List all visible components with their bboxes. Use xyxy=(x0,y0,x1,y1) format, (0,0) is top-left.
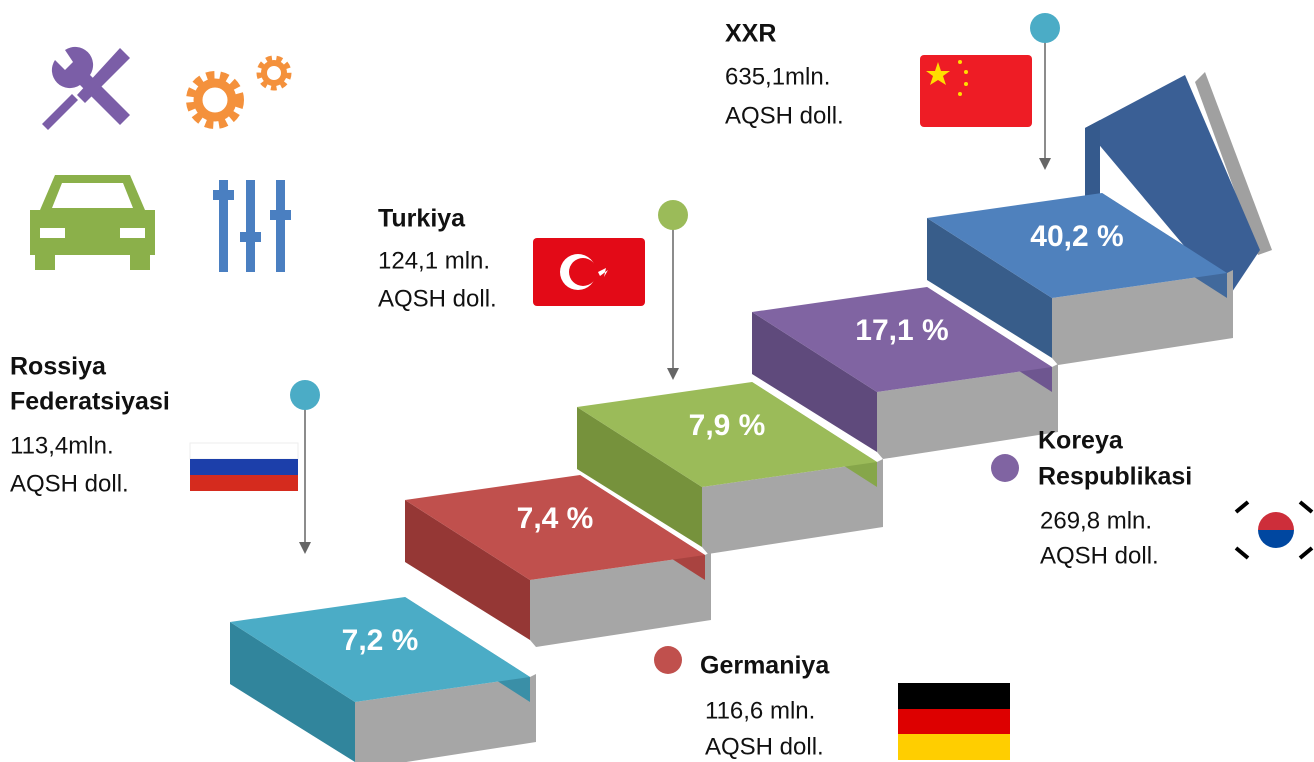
step-top xyxy=(405,475,705,580)
country-value: 124,1 mln. xyxy=(378,247,490,274)
country-name: Respublikasi xyxy=(1038,463,1192,491)
flag-turkey xyxy=(533,238,645,306)
step-top xyxy=(752,287,1052,392)
step-top xyxy=(577,382,877,487)
country-name: Turkiya xyxy=(378,205,466,233)
step-percent: 40,2 % xyxy=(1030,220,1123,253)
sliders-icon xyxy=(213,180,291,272)
step-top xyxy=(230,597,530,702)
step-shadow xyxy=(1052,270,1233,365)
pin xyxy=(290,380,320,410)
step-percent: 17,1 % xyxy=(855,314,948,347)
flag-korea xyxy=(1234,500,1314,560)
country-value: 116,6 mln. xyxy=(705,697,815,724)
step-percent: 7,2 % xyxy=(342,624,419,657)
flag-germany xyxy=(898,683,1010,760)
pin xyxy=(1030,13,1060,43)
tools-icon xyxy=(42,46,130,130)
pin xyxy=(658,200,688,230)
country-unit: AQSH doll. xyxy=(725,102,844,129)
country-unit: AQSH doll. xyxy=(705,733,824,760)
step-shadow xyxy=(702,459,883,554)
step-riser xyxy=(577,407,702,547)
country-value: 635,1mln. xyxy=(725,63,830,90)
flag-russia xyxy=(189,442,299,491)
step-riser xyxy=(230,622,355,762)
gears-icon xyxy=(186,55,292,129)
country-unit: AQSH doll. xyxy=(10,470,129,497)
step-riser xyxy=(752,312,877,452)
staircase: 40,2 % 17,1 % 7,9 % 7,4 % 7,2 % xyxy=(230,72,1272,762)
country-name: Germaniya xyxy=(700,652,830,680)
step-percent: 7,9 % xyxy=(689,409,766,442)
country-name: Rossiya xyxy=(10,353,107,381)
step-riser xyxy=(927,218,1052,358)
car-icon xyxy=(30,175,155,270)
dot xyxy=(654,646,682,674)
step-shadow xyxy=(877,364,1058,459)
country-value: 113,4mln. xyxy=(10,432,114,459)
dot xyxy=(991,454,1019,482)
step-percent: 7,4 % xyxy=(517,502,594,535)
country-name: XXR xyxy=(725,20,776,48)
pins xyxy=(299,28,1051,554)
step-riser xyxy=(405,500,530,640)
country-unit: AQSH doll. xyxy=(1040,542,1159,569)
country-unit: AQSH doll. xyxy=(378,285,497,312)
flag-china xyxy=(920,55,1032,127)
country-name: Federatsiyasi xyxy=(10,388,170,416)
step-top xyxy=(927,193,1227,298)
step-shadow xyxy=(530,552,711,647)
step-shadow xyxy=(355,674,536,762)
country-name: Koreya xyxy=(1038,427,1124,455)
country-value: 269,8 mln. xyxy=(1040,507,1152,534)
